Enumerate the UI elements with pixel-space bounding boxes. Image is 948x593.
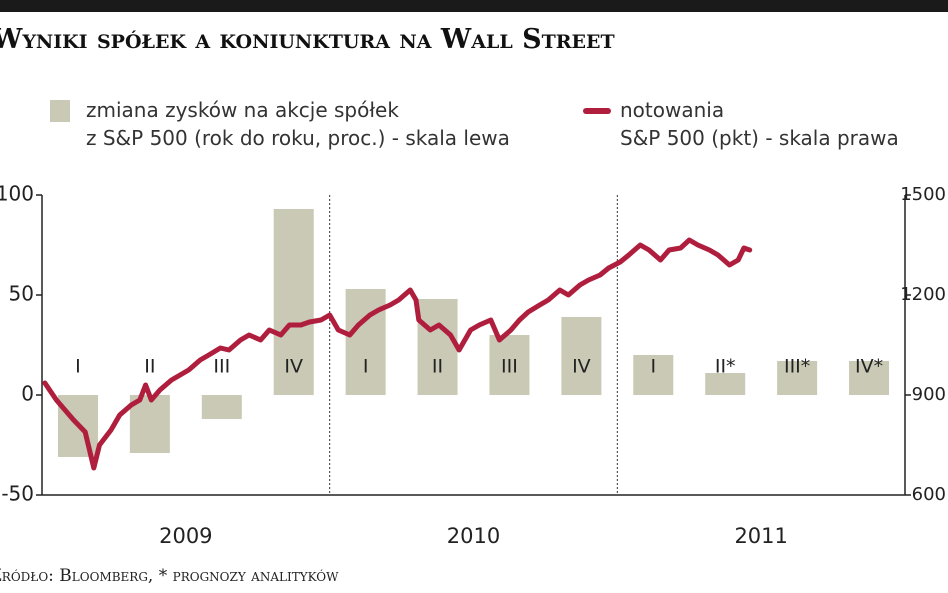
quarter-label: III bbox=[213, 356, 230, 378]
y-tick-label: 50 bbox=[9, 282, 34, 306]
legend-label: notowania S&P 500 (pkt) - skala prawa bbox=[620, 98, 899, 150]
quarter-label: II bbox=[144, 356, 155, 378]
bar bbox=[345, 289, 386, 395]
quarter-label: IV bbox=[572, 356, 591, 378]
top-bar bbox=[0, 0, 948, 12]
legend-label: zmiana zysków na akcje spółek z S&P 500 … bbox=[86, 98, 510, 150]
quarter-label: I bbox=[75, 356, 81, 378]
y-tick-label: 0 bbox=[21, 382, 34, 406]
y-tick-label: -50 bbox=[1, 482, 34, 506]
quarter-label: II bbox=[432, 356, 443, 378]
bar bbox=[777, 361, 818, 395]
year-label: 2010 bbox=[447, 524, 500, 548]
y-tick-label: 100 bbox=[0, 182, 34, 206]
bar bbox=[273, 209, 314, 395]
chart-title: Wyniki spółek a koniunktura na Wall Stre… bbox=[0, 24, 615, 55]
y2-tick-label: 1200 bbox=[900, 284, 946, 305]
bar bbox=[561, 317, 602, 395]
quarter-label: I bbox=[650, 356, 656, 378]
year-label: 2011 bbox=[734, 524, 787, 548]
quarter-label: III* bbox=[784, 356, 810, 378]
line bbox=[42, 237, 753, 471]
source-note: Źródło: Bloomberg, * prognozy analityków bbox=[0, 566, 339, 586]
bar bbox=[417, 299, 458, 395]
legend-swatch bbox=[50, 100, 70, 122]
bar bbox=[201, 395, 242, 419]
bar bbox=[633, 355, 674, 395]
quarter-label: IV bbox=[284, 356, 303, 378]
y2-tick-label: 900 bbox=[912, 384, 946, 405]
quarter-label: III bbox=[501, 356, 518, 378]
quarter-label: IV* bbox=[855, 356, 883, 378]
year-label: 2009 bbox=[159, 524, 212, 548]
bar bbox=[705, 373, 746, 395]
bar bbox=[849, 361, 890, 395]
bar bbox=[489, 335, 530, 395]
legend-swatch bbox=[583, 108, 611, 114]
quarter-label: I bbox=[363, 356, 369, 378]
quarter-label: II* bbox=[715, 356, 736, 378]
y2-tick-label: 1500 bbox=[900, 184, 946, 205]
y2-tick-label: 600 bbox=[912, 484, 946, 505]
